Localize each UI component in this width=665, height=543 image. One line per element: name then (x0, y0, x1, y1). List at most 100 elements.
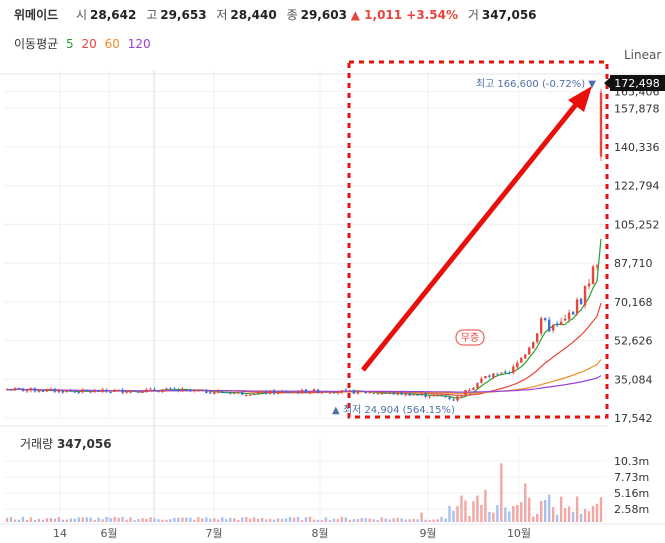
min-price-annotation: ▲ 최저 24,904 (564.15%) (332, 404, 455, 416)
moving-average-legend[interactable]: 이동평균 5 20 60 120 (14, 35, 151, 52)
volume-bar (476, 495, 479, 522)
candle-body (233, 392, 236, 395)
candle-body (484, 375, 487, 379)
candle-body (579, 298, 583, 305)
volume-bar (408, 519, 411, 522)
volume-bar (360, 518, 364, 522)
close-value: 29,603 (300, 8, 347, 22)
candle-body (396, 392, 399, 395)
candle-body (45, 389, 49, 392)
volume-bar (221, 517, 224, 522)
price-tick-label: 35,084 (614, 373, 653, 386)
volume-bar (316, 519, 320, 522)
candle-body (161, 389, 164, 393)
volume-bar (9, 517, 13, 522)
volume-bar (109, 517, 112, 522)
candle-body (284, 391, 288, 393)
candle-body (101, 389, 104, 392)
candle-body (468, 390, 471, 392)
candle-body (280, 390, 284, 392)
volume-bar (472, 501, 475, 522)
volume-bar (559, 496, 563, 522)
volume-bar (520, 502, 523, 522)
max-price-annotation: 최고 166,600 (-0.72%) ▼ (476, 78, 596, 90)
candle-body (336, 392, 340, 394)
candle-body (153, 389, 156, 391)
volume-bar (73, 518, 76, 522)
candle-body (69, 390, 72, 392)
volume-bar (89, 517, 92, 522)
volume-bar (512, 505, 515, 522)
volume-bar (173, 517, 176, 522)
volume-bar (452, 510, 455, 522)
volume-bar (268, 518, 272, 522)
scale-mode-dropdown[interactable]: Linear ▼ (624, 48, 665, 62)
volume-bar (193, 519, 196, 522)
volume-bar (81, 517, 84, 522)
volume-bar (492, 512, 495, 522)
date-tick-label: 6월 (100, 527, 117, 540)
candle-body (372, 392, 375, 394)
candle-body (440, 395, 443, 397)
volume-bar (567, 506, 571, 522)
candle-body (272, 390, 276, 394)
volume-bar (583, 509, 587, 522)
candle-body (587, 283, 591, 287)
event-badge-label: 무증 (461, 332, 479, 344)
candle-body (312, 389, 316, 392)
candle-body (25, 390, 29, 392)
candle-body (276, 391, 280, 394)
candle-body (400, 391, 403, 395)
candle-body (173, 388, 176, 390)
volume-bar (129, 517, 132, 522)
volume-bar (169, 519, 172, 522)
candle-body (137, 391, 140, 393)
candle-body (121, 389, 124, 393)
highlight-box (347, 60, 609, 419)
volume-bar (97, 517, 100, 522)
volume-bar (436, 519, 439, 522)
volume-bar (201, 518, 204, 522)
ma120-line (6, 375, 602, 393)
volume-bar (396, 517, 399, 522)
volume-bar (300, 520, 304, 522)
volume-bar (356, 519, 360, 522)
candle-body (348, 390, 352, 392)
candle-body (464, 390, 467, 396)
candle-body (500, 372, 503, 374)
volume-bar (504, 507, 507, 522)
volume-tick-label: 7.73m (614, 471, 649, 484)
volume-bar (93, 519, 96, 522)
candle-body (237, 391, 240, 393)
volume-bar (428, 520, 431, 522)
volume-bar (571, 511, 575, 522)
price-axis: 165,406157,878140,336122,794105,25287,71… (614, 86, 660, 425)
volume-bar (480, 504, 483, 522)
volume-bar (69, 518, 72, 522)
volume-bar (205, 517, 208, 522)
current-price-tag-pointer (604, 77, 611, 89)
candle-body (448, 397, 451, 400)
candle-body (125, 392, 128, 394)
volume-bar (189, 517, 192, 522)
volume-bar (276, 518, 280, 522)
volume-bar (5, 517, 9, 522)
candle-body (512, 366, 515, 373)
volume-bar (547, 494, 551, 522)
candle-body (229, 392, 232, 394)
candle-body (109, 391, 112, 393)
candle-body (595, 265, 599, 267)
volume-bar (579, 513, 583, 522)
volume-bar (352, 519, 356, 522)
volume-bar (292, 517, 296, 522)
candle-body (320, 391, 324, 394)
volume-bar (456, 505, 459, 522)
volume-bar (380, 517, 383, 522)
trend-arrow-head (568, 86, 592, 112)
candle-body (85, 389, 88, 392)
date-axis: 14 6월 7월 8월 9월 10월 (53, 527, 531, 540)
volume-bars (5, 463, 603, 522)
candle-body (412, 394, 415, 396)
grid (0, 70, 665, 525)
